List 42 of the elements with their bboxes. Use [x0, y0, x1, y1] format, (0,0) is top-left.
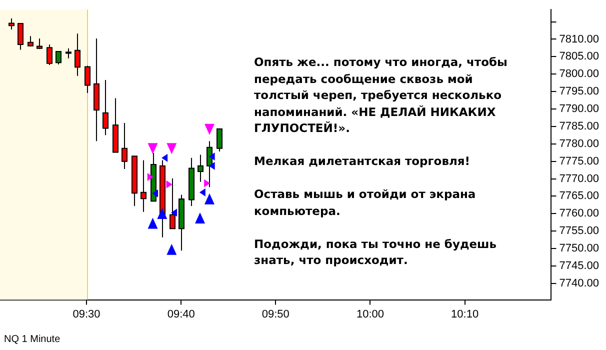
- y-tick-label: 7765.00: [559, 190, 600, 202]
- y-tick-label: 7775.00: [559, 155, 600, 168]
- point: [208, 162, 215, 170]
- x-tick-label: 10:10: [451, 308, 479, 320]
- point: [195, 212, 206, 224]
- annotation: Подожди, пока ты точно не будешь знать, что происходит.: [254, 236, 498, 268]
- y-tick-label: 7785.00: [559, 120, 600, 132]
- x-tick-label: 09:40: [167, 308, 195, 320]
- y-tick-label: 7755.00: [559, 225, 600, 238]
- x-tick-label: 09:50: [262, 308, 290, 320]
- point: [148, 143, 158, 154]
- y-tick-label: 7750.00: [559, 242, 600, 255]
- annotation: Опять же... потому что иногда, чтобы передать сообщение сквозь мой толстый череп, требуется несколько напоминаний. «НЕ ДЕЛАЙ НИКАКИХ ГЛУПОСТЕЙ!».: [254, 54, 508, 136]
- point: [199, 188, 206, 196]
- y-tick-label: 7790.00: [559, 103, 600, 116]
- point: [166, 180, 172, 188]
- x-tick-label: 10:00: [356, 308, 384, 320]
- point: [204, 193, 214, 204]
- point: [171, 208, 178, 217]
- point: [204, 124, 214, 135]
- point: [204, 179, 210, 188]
- point: [208, 152, 215, 160]
- annotation: Оставь мышь и отойди от экрана компьютера.: [254, 186, 477, 219]
- y-tick-label: 7805.00: [559, 50, 600, 63]
- y-tick-label: 7780.00: [559, 138, 600, 150]
- text: NQ 1 Minute: [4, 334, 60, 345]
- point: [152, 189, 158, 198]
- point: [148, 218, 158, 229]
- y-tick-label: 7745.00: [559, 260, 600, 272]
- y-tick-label: 7795.00: [559, 86, 600, 98]
- point: [162, 154, 168, 162]
- y-tick-label: 7770.00: [559, 172, 600, 185]
- y-tick-label: 7740.00: [559, 277, 600, 290]
- x-tick-label: 09:30: [72, 308, 100, 320]
- annotation: Мелкая дилетантская торговля!: [254, 153, 472, 170]
- point: [157, 208, 168, 219]
- y-tick-label: 7800.00: [559, 68, 600, 80]
- point: [147, 173, 154, 182]
- point: [166, 143, 177, 154]
- y-tick-label: 7810.00: [559, 33, 600, 46]
- y-tick-label: 7760.00: [559, 208, 600, 220]
- point: [166, 244, 177, 255]
